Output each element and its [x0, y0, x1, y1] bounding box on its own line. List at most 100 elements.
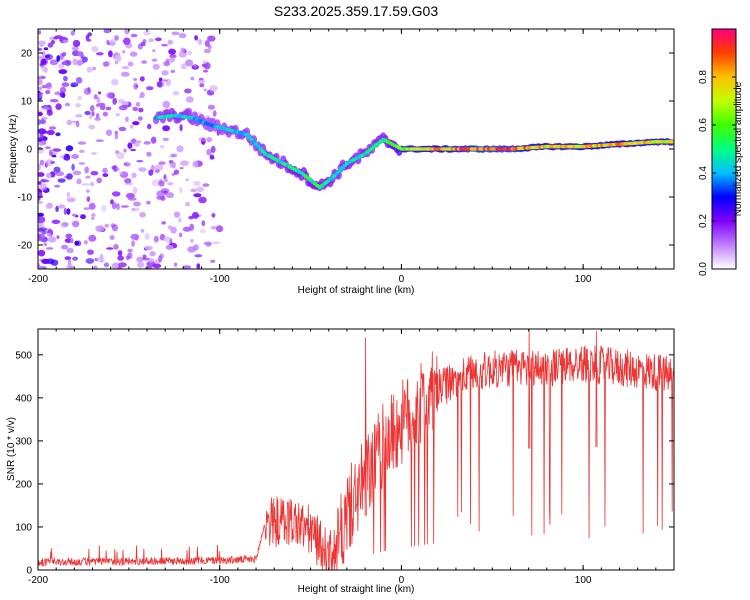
noise-blob [152, 63, 160, 70]
noise-blob [121, 66, 130, 70]
noise-blob [159, 145, 165, 149]
noise-blob [133, 201, 141, 207]
noise-blob [161, 79, 168, 82]
noise-blob [38, 234, 42, 240]
noise-blob [38, 227, 48, 231]
noise-blob [168, 160, 174, 164]
noise-blob [138, 167, 147, 172]
noise-blob [191, 211, 199, 219]
noise-blob [152, 49, 156, 52]
noise-blob [40, 179, 50, 183]
noise-blob [76, 178, 82, 185]
noise-blob [127, 142, 133, 149]
noise-blob [72, 58, 78, 66]
noise-blob [95, 139, 104, 142]
noise-blob [137, 261, 145, 268]
noise-blob [210, 145, 216, 153]
noise-blob [38, 148, 45, 154]
noise-blob [162, 100, 171, 109]
noise-blob [200, 228, 206, 234]
noise-blob [154, 169, 160, 174]
noise-blob [96, 96, 101, 104]
noise-blob [197, 80, 206, 84]
noise-blob [197, 38, 203, 46]
snr-panel: -200 -100 0 100 0 100 200 300 400 500 Height of s… [6, 328, 675, 595]
noise-blob [66, 173, 73, 180]
noise-blob [108, 50, 113, 58]
noise-blob [193, 64, 198, 69]
noise-blob [123, 148, 127, 153]
noise-blob [58, 204, 66, 209]
noise-blob [207, 35, 216, 42]
snr-y-tick-label: 500 [15, 350, 32, 361]
noise-blob [180, 160, 189, 166]
noise-blob [66, 119, 73, 126]
snr-y-tick-label: 300 [15, 436, 32, 447]
noise-blob [45, 82, 52, 88]
noise-blob [150, 136, 157, 144]
colorbar-tick-label: 0.4 [698, 166, 709, 180]
noise-blob [38, 128, 47, 134]
noise-blob [137, 116, 143, 121]
spectrogram-y-tick-label: 10 [21, 97, 33, 108]
snr-y-axis-label: SNR (10 * v/v) [6, 417, 17, 481]
noise-blob [132, 106, 139, 112]
noise-blob [38, 86, 43, 90]
noise-blob [132, 186, 138, 194]
noise-blob [38, 40, 46, 46]
noise-blob [75, 103, 81, 108]
noise-blob [206, 137, 213, 143]
noise-blob [151, 58, 158, 62]
noise-blob [106, 92, 113, 99]
noise-blob [168, 57, 175, 63]
noise-blob [87, 249, 94, 255]
noise-blob [178, 33, 187, 39]
noise-blob [156, 81, 164, 88]
noise-blob [209, 156, 215, 160]
noise-blob [61, 61, 68, 65]
noise-blob [180, 63, 187, 70]
noise-blob [86, 196, 91, 203]
noise-blob [142, 39, 147, 43]
noise-blob [45, 159, 54, 167]
snr-y-tick-label: 400 [15, 393, 32, 404]
noise-blob [51, 219, 61, 224]
noise-blob [49, 99, 59, 103]
snr-x-tick-label: 0 [399, 575, 405, 586]
noise-blob [39, 159, 45, 166]
noise-blob [162, 137, 169, 141]
noise-blob [38, 181, 42, 185]
noise-blob [102, 167, 108, 174]
spectrogram-y-tick-label: 20 [21, 49, 33, 60]
colorbar-ticks: 0.0 0.2 0.4 0.6 0.8 [698, 70, 736, 276]
spectrogram-y-tick-label: -20 [18, 241, 33, 252]
noise-blob [88, 234, 97, 242]
noise-blob [46, 129, 55, 136]
noise-blob [91, 46, 99, 52]
noise-blob [172, 90, 180, 96]
noise-blob [38, 216, 46, 224]
noise-blob [160, 188, 170, 194]
noise-blob [125, 255, 130, 261]
noise-blob [45, 203, 53, 209]
colorbar-tick-label: 0.0 [698, 262, 709, 276]
noise-blob [74, 240, 79, 246]
noise-blob [163, 236, 171, 243]
noise-blob [168, 48, 177, 55]
noise-blob [66, 191, 71, 198]
noise-blob [62, 39, 69, 44]
noise-blob [38, 249, 46, 257]
noise-blob [49, 126, 56, 130]
noise-blob [38, 265, 43, 269]
spectrogram-y-axis-label: Frequency (Hz) [8, 115, 19, 184]
noise-blob [182, 265, 192, 269]
noise-blob [71, 163, 75, 171]
noise-blob [194, 35, 199, 41]
noise-blob [47, 236, 57, 243]
noise-blob [161, 43, 168, 47]
noise-blob [77, 141, 86, 145]
noise-blob [83, 207, 91, 211]
noise-blob [105, 106, 112, 111]
noise-blob [143, 30, 151, 36]
